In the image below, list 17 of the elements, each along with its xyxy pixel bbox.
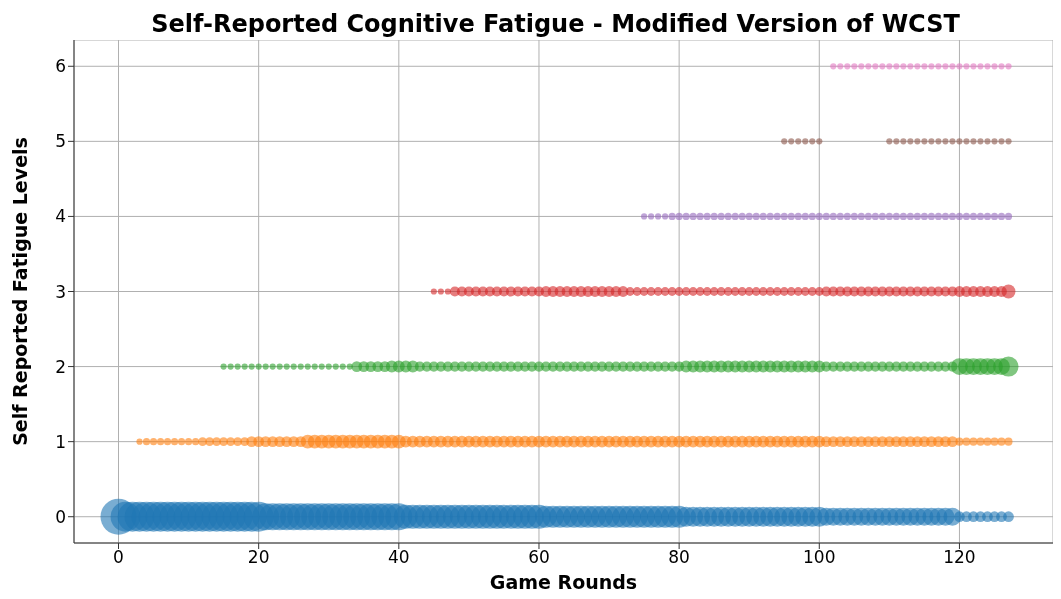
y-tick-label: 6: [55, 56, 66, 77]
x-tick-label: 100: [803, 547, 836, 568]
x-tick-label: 80: [668, 547, 690, 568]
x-tick-label: 40: [387, 547, 410, 568]
x-tick-label: 0: [113, 547, 124, 568]
y-tick-label: 1: [55, 431, 66, 452]
y-tick-label: 3: [55, 281, 66, 302]
x-tick-label: 20: [247, 547, 270, 568]
y-tick-label: 2: [55, 356, 66, 377]
y-tick-label: 0: [55, 506, 66, 527]
chart-title: Self-Reported Cognitive Fatigue - Modified Version of WCST: [150, 9, 961, 40]
y-tick-label: 5: [55, 131, 66, 152]
x-tick-label: 60: [528, 547, 550, 568]
y-axis-title: Self Reported Fatigue Levels: [8, 137, 31, 446]
y-tick-label: 4: [55, 206, 66, 227]
x-tick-label: 120: [943, 547, 976, 568]
x-axis-title: Game Rounds: [489, 571, 638, 593]
